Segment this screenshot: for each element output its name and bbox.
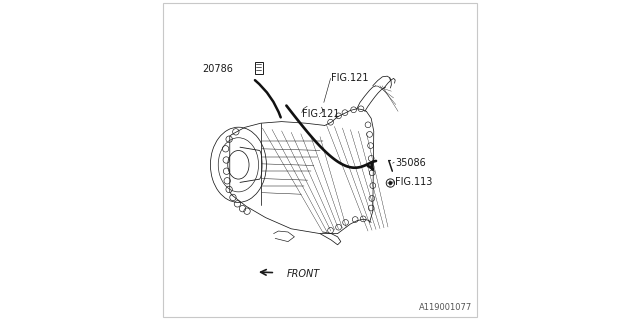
Text: FIG.113: FIG.113 [396,177,433,188]
FancyBboxPatch shape [163,3,477,317]
Text: A119001077: A119001077 [419,303,472,312]
FancyBboxPatch shape [255,62,263,74]
Text: FRONT: FRONT [287,268,319,279]
Text: 20786: 20786 [202,64,233,74]
Text: FIG.121: FIG.121 [302,108,340,119]
Text: FIG.121: FIG.121 [332,73,369,84]
Text: 35086: 35086 [396,158,426,168]
Circle shape [388,181,392,185]
